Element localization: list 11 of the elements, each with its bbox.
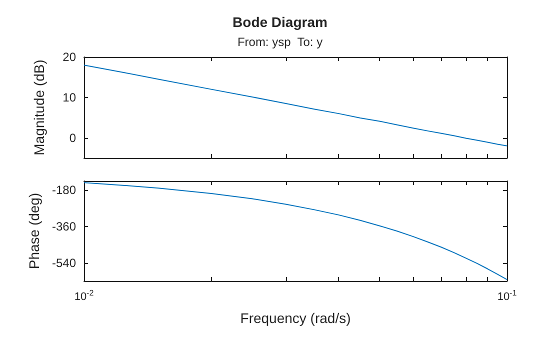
y-tick-label: -360	[52, 219, 76, 234]
y-tick-label: 20	[62, 50, 76, 64]
y-axis-title: Magnitude (dB)	[31, 60, 47, 156]
x-axis-title: Frequency (rad/s)	[240, 310, 351, 326]
y-tick-label: -540	[52, 256, 76, 270]
y-tick-label: 0	[69, 130, 76, 145]
chart-title: Bode Diagram	[232, 14, 328, 30]
y-tick-label: -180	[52, 183, 76, 198]
y-tick-label: 10	[62, 90, 76, 104]
y-axis-title: Phase (deg)	[26, 192, 42, 270]
chart-subtitle: From: ysp To: y	[237, 35, 323, 49]
